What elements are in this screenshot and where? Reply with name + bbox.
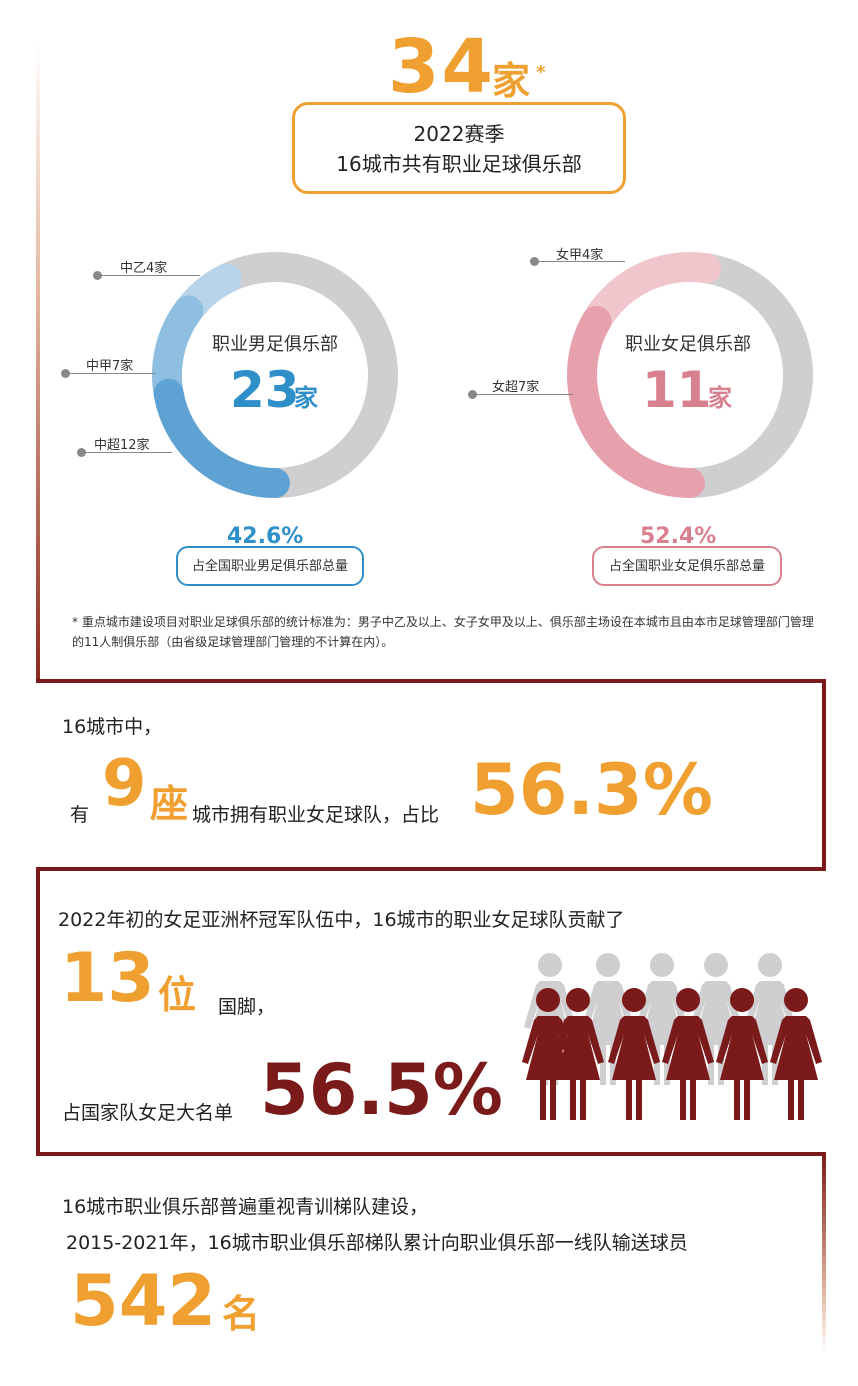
women-leader-line (535, 261, 625, 262)
section2-percent: 56.3% (470, 749, 713, 831)
men-donut-chart (152, 252, 398, 498)
section4-number: 542 (70, 1260, 217, 1342)
women-leader-dot (530, 257, 539, 266)
section3-after: 国脚， (218, 996, 276, 1018)
men-leader-dot (77, 448, 86, 457)
section2-intro: 16城市中， (62, 716, 163, 738)
club-total-unit: 家 (492, 59, 531, 103)
section3-number: 13 (60, 939, 155, 1018)
headline-season: 2022赛季 (413, 122, 505, 146)
section4-line1: 16城市职业俱乐部普遍重视青训梯队建设， (62, 1196, 429, 1218)
men-leader-line (98, 275, 200, 276)
men-leader-line (66, 373, 156, 374)
men-label-zhongjia: 中甲7家 (86, 359, 134, 374)
frame-right-gradient (822, 1152, 826, 1352)
club-total-number: 34 (388, 24, 495, 110)
footnote-star: * (536, 62, 546, 83)
frame-divider-3 (36, 1152, 826, 1156)
men-label-zhongchao: 中超12家 (94, 438, 150, 453)
women-leader-dot (468, 390, 477, 399)
section4-unit: 名 (222, 1292, 261, 1336)
women-donut-arcs (567, 252, 813, 498)
men-leader-dot (93, 271, 102, 280)
women-percent: 52.4% (640, 524, 717, 549)
women-donut-title: 职业女足俱乐部 (625, 334, 751, 355)
frame-left-2 (36, 867, 40, 1155)
footnote-text: * 重点城市建设项目对职业足球俱乐部的统计标准为：男子中乙及以上、女子女甲及以上… (72, 615, 814, 649)
section2-unit: 座 (150, 782, 189, 826)
men-donut-title: 职业男足俱乐部 (212, 334, 338, 355)
frame-divider-1 (36, 679, 826, 683)
section2-number: 9 (102, 747, 147, 821)
men-donut-unit: 家 (294, 384, 318, 412)
frame-right-1 (822, 679, 826, 869)
frame-left-gradient (36, 40, 40, 682)
men-leader-dot (61, 369, 70, 378)
section3-intro: 2022年初的女足亚洲杯冠军队伍中，16城市的职业女足球队贡献了 (58, 909, 625, 931)
women-label-nvchao: 女超7家 (492, 380, 540, 395)
section2-desc: 城市拥有职业女足球队，占比 (192, 804, 440, 826)
women-donut-number: 11 (642, 361, 712, 419)
women-segment-1 (567, 305, 705, 498)
women-label-nvjia: 女甲4家 (556, 248, 604, 263)
men-label-zhongyi: 中乙4家 (120, 261, 168, 276)
men-donut-arcs (152, 252, 398, 498)
women-donut-unit: 家 (708, 384, 732, 412)
women-percent-caption: 占全国职业女足俱乐部总量 (592, 546, 782, 586)
section3-unit: 位 (158, 973, 197, 1017)
men-percent: 42.6% (227, 524, 304, 549)
men-leader-line (82, 452, 172, 453)
women-players-pictogram (522, 953, 822, 1120)
section3-pre: 占国家队女足大名单 (62, 1102, 234, 1124)
women-donut-chart (567, 252, 813, 498)
section2-pre: 有 (70, 804, 90, 826)
section4-line2: 2015-2021年，16城市职业俱乐部梯队累计向职业俱乐部一线队输送球员 (66, 1232, 688, 1254)
men-segment-2 (153, 378, 290, 498)
women-remainder-arc (675, 253, 813, 498)
women-leader-line (473, 394, 573, 395)
headline-box: 2022赛季 16城市共有职业足球俱乐部 (292, 102, 626, 194)
men-percent-caption: 占全国职业男足俱乐部总量 (176, 546, 364, 586)
women-segment-0 (581, 252, 722, 336)
frame-divider-2 (36, 867, 826, 871)
men-remainder-arc (211, 252, 398, 498)
headline-desc: 16城市共有职业足球俱乐部 (336, 152, 582, 176)
section3-percent: 56.5% (260, 1049, 503, 1131)
men-donut-number: 23 (230, 361, 300, 419)
